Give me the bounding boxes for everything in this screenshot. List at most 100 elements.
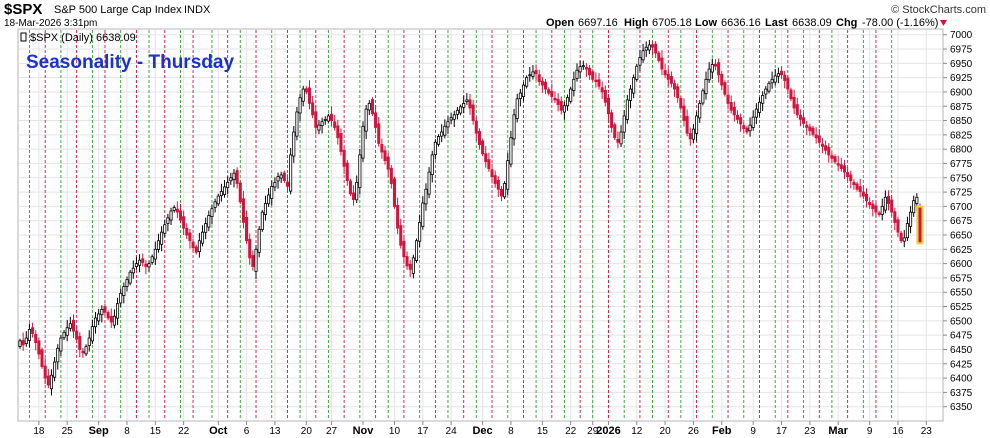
candle-body — [886, 195, 891, 204]
candle-body — [880, 206, 884, 215]
candle — [65, 319, 69, 342]
candle — [824, 140, 828, 155]
candle-body — [144, 263, 148, 267]
candle — [531, 65, 535, 80]
candle — [414, 238, 419, 263]
candle-body — [462, 102, 466, 108]
candle — [418, 214, 422, 248]
candle — [773, 69, 777, 86]
candle-body — [49, 374, 54, 390]
candle — [761, 91, 765, 112]
x-tick-label: 16 — [892, 426, 904, 437]
chg-value: -78.00 (-1.16%) — [862, 17, 938, 29]
x-tick-label: 2026 — [596, 425, 620, 437]
candle — [424, 183, 428, 211]
candle — [499, 186, 504, 202]
candle-body — [839, 164, 843, 170]
candle-body — [503, 183, 507, 198]
y-tick-label: 6750 — [950, 173, 973, 184]
y-tick-label: 6450 — [950, 345, 973, 356]
candle-body — [909, 211, 913, 227]
candle-body — [638, 57, 642, 66]
candle — [223, 180, 227, 198]
candle — [628, 84, 633, 109]
candle-body — [764, 88, 768, 95]
candle-body — [116, 303, 120, 319]
candle — [131, 260, 135, 279]
candle-body — [506, 160, 510, 190]
candle-body — [138, 259, 142, 266]
candle — [842, 159, 847, 179]
candle-body — [134, 263, 138, 268]
candle-body — [591, 71, 595, 80]
candle — [597, 72, 601, 90]
candle — [855, 181, 859, 192]
candle — [56, 344, 60, 370]
candle-body — [918, 207, 922, 243]
candle — [515, 93, 519, 123]
candle — [754, 103, 758, 125]
candle-body — [436, 136, 441, 145]
candle — [147, 260, 151, 272]
candle — [87, 330, 91, 352]
candle-body — [119, 292, 123, 304]
candle-body — [836, 163, 840, 166]
candle — [433, 139, 437, 160]
candle-body — [566, 97, 570, 107]
candle — [679, 96, 683, 111]
candle — [160, 226, 164, 252]
x-tick-label: 9 — [867, 426, 873, 437]
candle — [751, 110, 755, 131]
candle-body — [795, 104, 799, 116]
x-tick-label: 25 — [62, 426, 74, 437]
candle — [235, 167, 239, 189]
candle — [632, 74, 636, 99]
candle-body — [902, 237, 906, 242]
candle — [537, 69, 541, 86]
candle-body — [613, 124, 617, 139]
candle-body — [852, 181, 856, 186]
candle-body — [377, 123, 381, 144]
candle — [547, 87, 551, 96]
candle-body — [912, 200, 916, 214]
candle — [141, 253, 145, 267]
candle-body — [197, 240, 201, 253]
candle-body — [320, 121, 324, 127]
candle-body — [496, 179, 500, 190]
candle — [172, 205, 176, 213]
candle — [430, 150, 434, 183]
candle — [883, 190, 887, 214]
candle — [402, 235, 406, 264]
candle-body — [147, 263, 151, 268]
candle — [204, 217, 208, 240]
candle — [833, 154, 837, 165]
candle-body — [780, 70, 784, 76]
plot-frame — [17, 28, 944, 422]
candle — [134, 256, 138, 270]
y-tick-label: 6975 — [950, 45, 973, 56]
candle — [251, 250, 255, 271]
candle — [868, 197, 872, 209]
candle-body — [172, 207, 176, 211]
candle-body — [68, 323, 72, 329]
candle-body — [792, 97, 796, 109]
candle — [717, 58, 721, 83]
candle-body — [874, 205, 878, 213]
candle-body — [65, 327, 69, 336]
legend-label: $SPX (Daily) 6638.09 — [30, 32, 136, 44]
candle — [93, 312, 98, 334]
candle — [616, 131, 620, 149]
candle — [647, 39, 651, 55]
candle-body — [188, 232, 192, 242]
candle — [635, 63, 639, 82]
candle-body — [673, 83, 677, 90]
candle — [295, 106, 299, 141]
candle-body — [827, 146, 831, 156]
candle — [625, 94, 629, 124]
candle-body — [216, 195, 220, 205]
candle-body — [701, 90, 705, 104]
candle-body — [204, 223, 208, 233]
y-tick-label: 6675 — [950, 216, 973, 227]
candle-body — [562, 105, 566, 113]
y-tick-label: 6550 — [950, 288, 973, 299]
